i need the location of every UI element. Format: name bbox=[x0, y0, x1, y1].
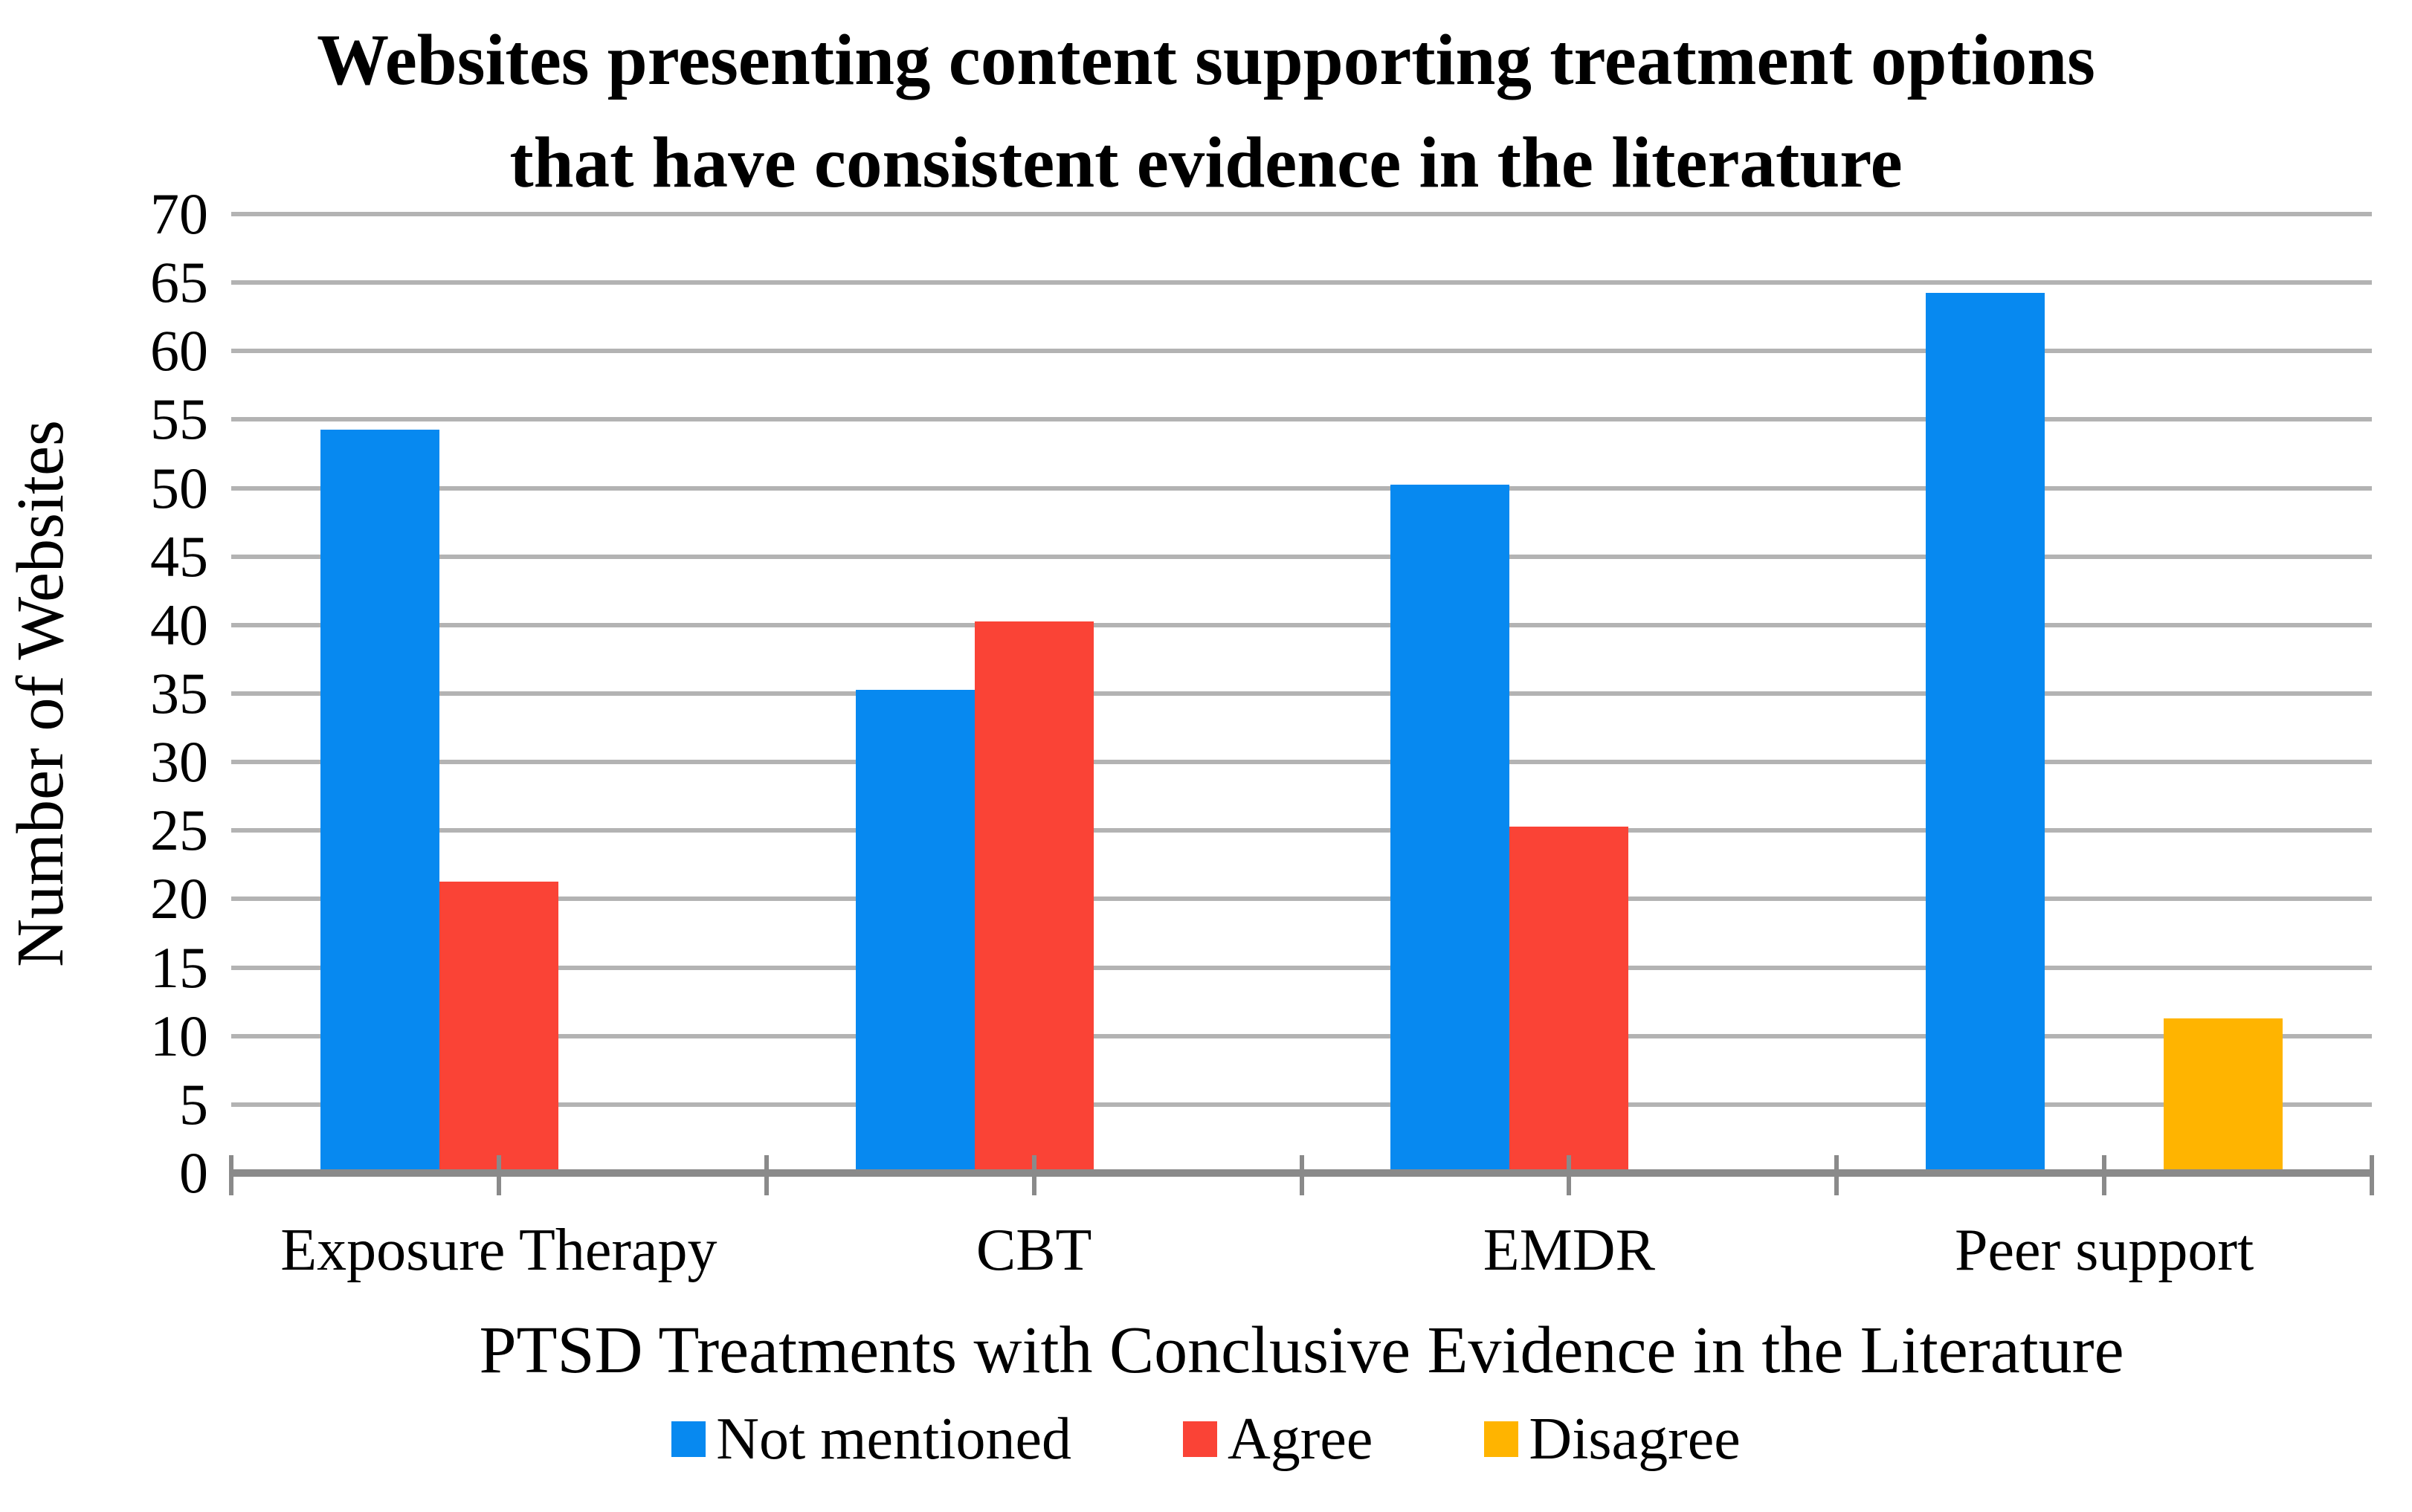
bar-not-mentioned-emdr bbox=[1390, 484, 1510, 1169]
gridline-45 bbox=[231, 554, 2372, 559]
y-tick-label-25: 25 bbox=[150, 798, 208, 863]
legend: Not mentioned Agree Disagree bbox=[0, 1409, 2412, 1469]
y-tick-label-15: 15 bbox=[150, 934, 208, 1000]
x-axis-tick bbox=[2370, 1155, 2374, 1195]
y-tick-label-10: 10 bbox=[150, 1003, 208, 1068]
gridline-35 bbox=[231, 691, 2372, 696]
gridline-50 bbox=[231, 485, 2372, 491]
chart-title: Websites presenting content supporting t… bbox=[0, 9, 2412, 213]
y-tick-label-60: 60 bbox=[150, 318, 208, 384]
legend-item-agree: Agree bbox=[1182, 1406, 1373, 1472]
bar-not-mentioned-cbt bbox=[855, 690, 975, 1169]
gridline-20 bbox=[231, 896, 2372, 902]
legend-item-disagree: Disagree bbox=[1484, 1406, 1741, 1472]
chart-title-line2: that have consistent evidence in the lit… bbox=[509, 122, 1903, 202]
y-axis-tick-labels: 0 5 10 15 20 25 30 35 40 45 50 55 60 65 70 bbox=[67, 185, 208, 1202]
legend-swatch-not-mentioned bbox=[671, 1421, 706, 1457]
x-label-emdr: EMDR bbox=[1483, 1218, 1655, 1283]
y-tick-label-5: 5 bbox=[179, 1071, 208, 1137]
legend-swatch-disagree bbox=[1484, 1421, 1519, 1457]
bar-not-mentioned-exposure-therapy bbox=[320, 429, 439, 1169]
bar-agree-exposure-therapy bbox=[439, 882, 558, 1169]
gridline-65 bbox=[231, 280, 2372, 285]
chart-title-line1: Websites presenting content supporting t… bbox=[317, 20, 2095, 100]
x-label-exposure-therapy: Exposure Therapy bbox=[280, 1218, 718, 1283]
legend-label-disagree: Disagree bbox=[1529, 1406, 1741, 1472]
gridline-30 bbox=[231, 760, 2372, 765]
gridline-40 bbox=[231, 622, 2372, 627]
x-axis-title: PTSD Treatments with Conclusive Evidence… bbox=[479, 1314, 2124, 1387]
legend-label-agree: Agree bbox=[1227, 1406, 1373, 1472]
gridline-5 bbox=[231, 1102, 2372, 1107]
gridline-25 bbox=[231, 828, 2372, 833]
x-label-cbt: CBT bbox=[976, 1218, 1092, 1283]
bar-disagree-peer-support bbox=[2164, 1018, 2283, 1169]
gridline-10 bbox=[231, 1033, 2372, 1038]
bar-agree-cbt bbox=[974, 621, 1094, 1169]
y-tick-label-30: 30 bbox=[150, 729, 208, 795]
y-tick-label-20: 20 bbox=[150, 866, 208, 931]
y-tick-label-35: 35 bbox=[150, 661, 208, 726]
y-tick-label-40: 40 bbox=[150, 592, 208, 657]
y-tick-label-0: 0 bbox=[179, 1140, 208, 1205]
gridline-60 bbox=[231, 349, 2372, 354]
bar-agree-emdr bbox=[1509, 827, 1629, 1169]
y-tick-label-70: 70 bbox=[150, 181, 208, 246]
legend-item-not-mentioned: Not mentioned bbox=[671, 1409, 1071, 1469]
gridline-70 bbox=[231, 212, 2372, 216]
x-axis-tick-labels: Exposure Therapy CBT EMDR Peer support bbox=[231, 1207, 2372, 1289]
x-label-peer-support: Peer support bbox=[1955, 1218, 2254, 1283]
bar-not-mentioned-peer-support bbox=[1926, 292, 2045, 1169]
x-axis-line bbox=[231, 1169, 2372, 1177]
y-tick-label-50: 50 bbox=[150, 455, 208, 520]
y-tick-label-55: 55 bbox=[150, 387, 208, 452]
gridline-55 bbox=[231, 417, 2372, 422]
gridline-15 bbox=[231, 965, 2372, 970]
plot-area bbox=[229, 212, 2374, 1195]
legend-label-not-mentioned: Not mentioned bbox=[716, 1406, 1071, 1472]
y-tick-label-65: 65 bbox=[150, 250, 208, 315]
y-tick-label-45: 45 bbox=[150, 523, 208, 589]
legend-swatch-agree bbox=[1182, 1421, 1217, 1457]
